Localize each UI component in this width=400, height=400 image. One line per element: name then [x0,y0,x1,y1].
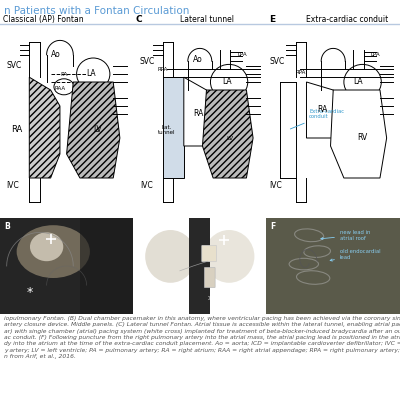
Text: LPA: LPA [371,52,380,57]
Text: F: F [270,222,276,231]
Ellipse shape [210,64,248,100]
Ellipse shape [54,79,74,95]
Text: Extra-cardiac
conduit: Extra-cardiac conduit [290,109,344,129]
Text: *: * [26,286,32,299]
Polygon shape [162,77,184,178]
Text: RV: RV [357,134,368,142]
Ellipse shape [145,230,196,283]
Text: Lateral tunnel: Lateral tunnel [180,15,234,24]
Text: E: E [269,15,275,24]
Text: Lat.
tunnel: Lat. tunnel [158,125,175,135]
FancyBboxPatch shape [204,268,215,288]
FancyBboxPatch shape [189,218,210,314]
Text: IVC: IVC [7,182,20,190]
Text: Classical (AP) Fontan: Classical (AP) Fontan [3,15,83,24]
Text: D: D [137,222,144,231]
Text: RA: RA [317,105,328,114]
FancyBboxPatch shape [80,218,133,314]
Text: Extra-cardiac conduit: Extra-cardiac conduit [306,15,389,24]
Text: LA: LA [353,78,363,86]
Text: SVC: SVC [269,57,284,66]
Polygon shape [330,90,387,178]
Text: iopulmonary Fontan. (B) Dual chamber pacemaker in this anatomy, where ventricula: iopulmonary Fontan. (B) Dual chamber pac… [4,316,400,359]
Text: LV: LV [93,126,102,134]
Text: Ao: Ao [51,50,60,59]
Polygon shape [306,82,340,138]
Polygon shape [67,82,120,178]
Text: new lead in
atrial roof: new lead in atrial roof [321,230,370,241]
Text: PA: PA [60,72,68,76]
FancyBboxPatch shape [266,218,400,314]
Text: Ao: Ao [193,55,203,64]
Text: RA: RA [11,126,22,134]
Polygon shape [202,90,253,178]
Polygon shape [29,77,60,178]
Text: LA: LA [86,70,96,78]
Text: RPA: RPA [296,70,306,75]
Text: SVC: SVC [140,57,155,66]
Text: RAA: RAA [55,86,66,91]
FancyBboxPatch shape [202,245,216,262]
Ellipse shape [30,232,63,261]
FancyBboxPatch shape [0,218,133,314]
Text: SVC: SVC [7,62,22,70]
Text: LA: LA [222,78,232,86]
Ellipse shape [17,225,90,278]
Text: *: * [207,294,214,307]
Text: old endocardial
lead: old endocardial lead [330,249,380,261]
Ellipse shape [204,230,254,283]
Text: RPA: RPA [157,67,168,72]
Text: IVC: IVC [140,182,153,190]
Text: B: B [4,222,10,231]
Text: LPA: LPA [237,52,247,57]
Text: RA: RA [193,110,204,118]
Ellipse shape [344,64,381,100]
Text: n Patients with a Fontan Circulation: n Patients with a Fontan Circulation [4,6,189,16]
Ellipse shape [76,58,110,90]
Text: C: C [136,15,142,24]
Text: LV: LV [226,136,234,140]
Polygon shape [184,77,213,146]
Text: IVC: IVC [269,182,282,190]
